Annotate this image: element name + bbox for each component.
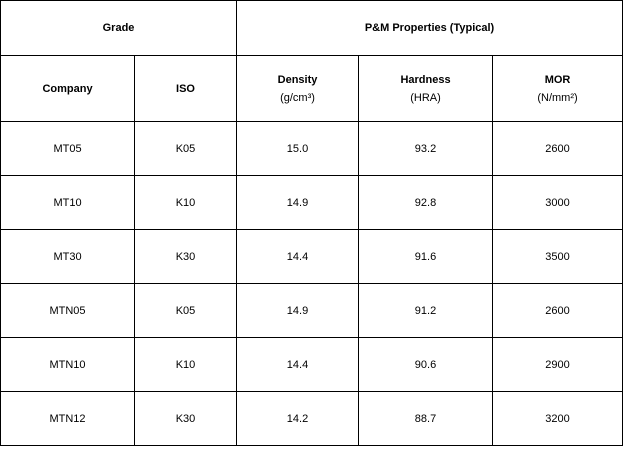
company-column-header: Company	[0, 55, 135, 122]
group-header-row: Grade P&M Properties (Typical)	[0, 0, 623, 56]
mor-label: MOR	[544, 73, 571, 86]
mor-unit: (N/mm²)	[537, 91, 578, 104]
iso-cell: K05	[133, 121, 238, 176]
table-row: MT10 K10 14.9 92.8 3000	[0, 175, 623, 230]
mor-cell: 2600	[492, 283, 623, 338]
table-row: MTN05 K05 14.9 91.2 2600	[0, 283, 623, 338]
company-cell: MTN05	[0, 283, 135, 338]
company-cell: MT05	[0, 121, 135, 176]
density-cell: 15.0	[236, 121, 360, 176]
density-cell: 14.9	[236, 175, 360, 230]
hardness-cell: 90.6	[358, 337, 494, 392]
mor-cell: 3000	[492, 175, 623, 230]
hardness-column-header: Hardness (HRA)	[358, 55, 494, 122]
table-row: MT30 K30 14.4 91.6 3500	[0, 229, 623, 284]
iso-column-header: ISO	[133, 55, 238, 122]
iso-cell: K30	[133, 229, 238, 284]
iso-cell: K30	[133, 391, 238, 446]
iso-cell: K10	[133, 175, 238, 230]
grade-header: Grade	[0, 0, 238, 56]
hardness-unit: (HRA)	[410, 91, 441, 104]
hardness-cell: 88.7	[358, 391, 494, 446]
density-cell: 14.9	[236, 283, 360, 338]
mor-cell: 3200	[492, 391, 623, 446]
density-cell: 14.4	[236, 229, 360, 284]
mor-cell: 2900	[492, 337, 623, 392]
column-header-row: Company ISO Density (g/cm³) Hardness (HR…	[0, 55, 623, 122]
hardness-label: Hardness	[400, 73, 451, 86]
company-cell: MTN12	[0, 391, 135, 446]
mor-cell: 3500	[492, 229, 623, 284]
table-row: MT05 K05 15.0 93.2 2600	[0, 121, 623, 176]
mor-cell: 2600	[492, 121, 623, 176]
density-column-header: Density (g/cm³)	[236, 55, 360, 122]
table-row: MTN12 K30 14.2 88.7 3200	[0, 391, 623, 446]
hardness-cell: 93.2	[358, 121, 494, 176]
density-cell: 14.4	[236, 337, 360, 392]
density-label: Density	[277, 73, 318, 86]
company-cell: MTN10	[0, 337, 135, 392]
density-unit: (g/cm³)	[280, 91, 315, 104]
iso-cell: K05	[133, 283, 238, 338]
iso-cell: K10	[133, 337, 238, 392]
hardness-cell: 91.2	[358, 283, 494, 338]
company-cell: MT10	[0, 175, 135, 230]
hardness-cell: 92.8	[358, 175, 494, 230]
density-cell: 14.2	[236, 391, 360, 446]
properties-header: P&M Properties (Typical)	[236, 0, 623, 56]
company-cell: MT30	[0, 229, 135, 284]
mor-column-header: MOR (N/mm²)	[492, 55, 623, 122]
table-row: MTN10 K10 14.4 90.6 2900	[0, 337, 623, 392]
hardness-cell: 91.6	[358, 229, 494, 284]
